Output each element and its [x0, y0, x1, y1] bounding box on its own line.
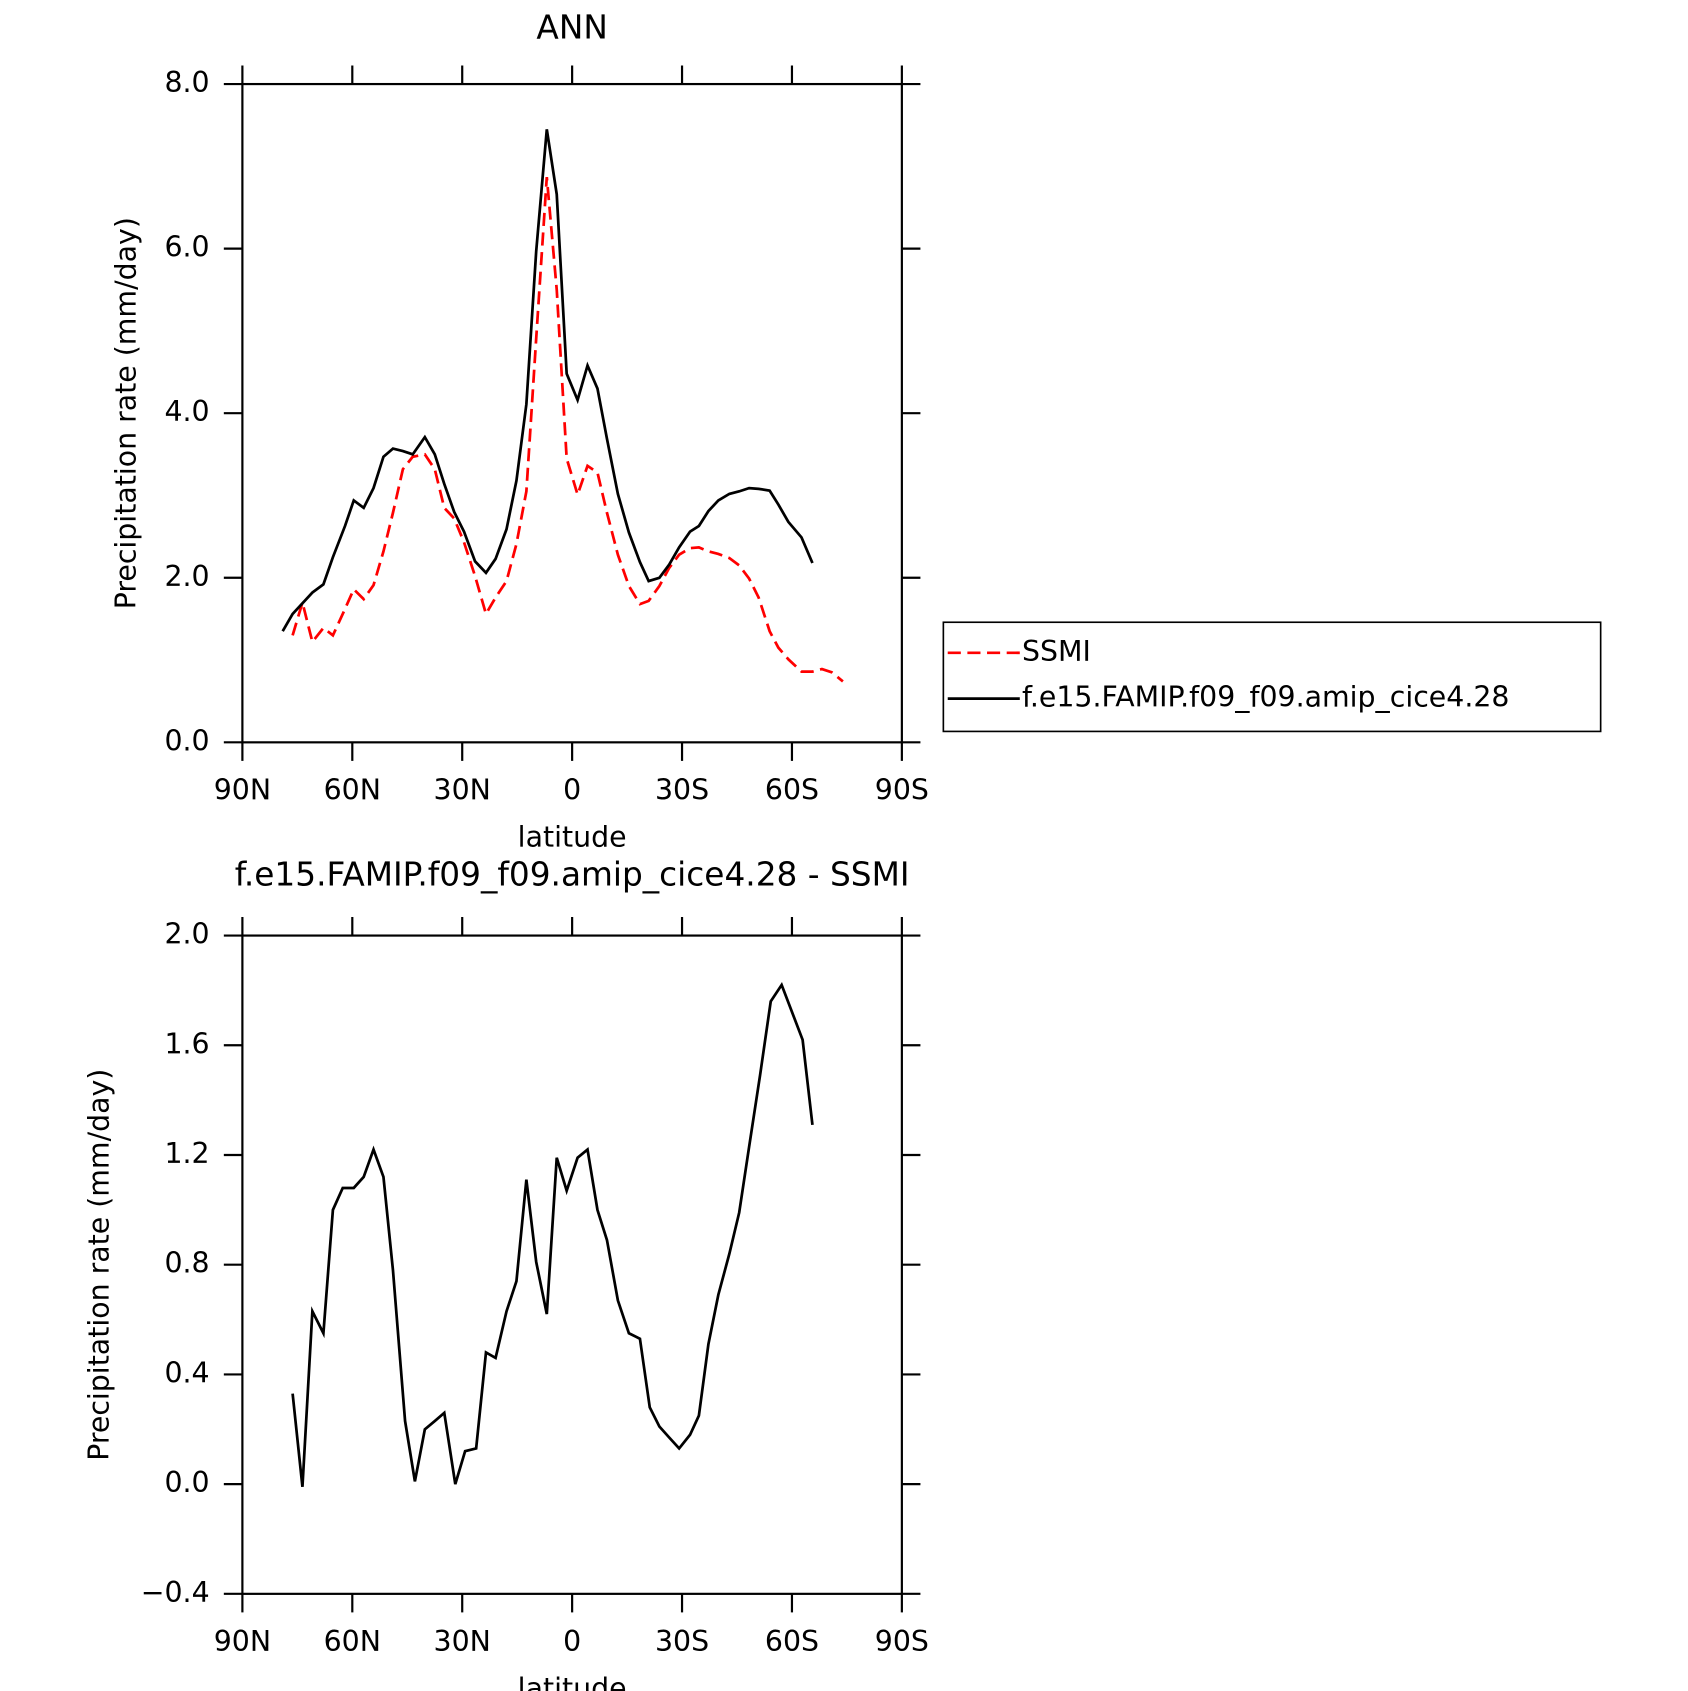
- data-line: [291, 981, 814, 1488]
- y-tick-label: 2.0: [164, 918, 209, 951]
- x-tick-label: 60S: [765, 773, 819, 806]
- y-axis-label: Precipitation rate (mm/day): [82, 1069, 115, 1461]
- x-tick-label: 0: [563, 1625, 581, 1658]
- data-line: [281, 129, 814, 632]
- legend-box: [942, 621, 1602, 733]
- x-tick-label: 0: [563, 773, 581, 806]
- chart-title: f.e15.FAMIP.f09_f09.amip_cice4.28 - SSMI: [235, 856, 910, 894]
- x-axis-label: latitude: [518, 820, 627, 853]
- data-line: [291, 176, 844, 683]
- y-tick-label: 2.0: [164, 560, 209, 593]
- legend-label: SSMI: [1022, 635, 1091, 668]
- x-tick-label: 60N: [324, 773, 381, 806]
- x-tick-label: 30N: [434, 1625, 491, 1658]
- x-tick-label: 90N: [214, 1625, 271, 1658]
- y-tick-label: 0.4: [164, 1356, 209, 1389]
- plot-frame: [241, 82, 903, 744]
- y-tick-label: 8.0: [164, 66, 209, 99]
- y-tick-label: 0.0: [164, 724, 209, 757]
- y-tick-label: 0.8: [164, 1247, 209, 1280]
- y-tick-label: 1.6: [164, 1027, 209, 1060]
- y-tick-label: 6.0: [164, 231, 209, 264]
- x-tick-label: 30S: [655, 1625, 709, 1658]
- x-axis-label: latitude: [518, 1672, 627, 1691]
- y-tick-label: −0.4: [141, 1576, 210, 1609]
- x-tick-label: 60N: [324, 1625, 381, 1658]
- x-tick-label: 30N: [434, 773, 491, 806]
- y-axis-label: Precipitation rate (mm/day): [110, 217, 143, 609]
- y-tick-label: 4.0: [164, 395, 209, 428]
- x-tick-label: 90N: [214, 773, 271, 806]
- chart-title: ANN: [536, 8, 607, 46]
- plot-frame: [241, 934, 903, 1595]
- y-tick-label: 0.0: [164, 1466, 209, 1499]
- legend-label: f.e15.FAMIP.f09_f09.amip_cice4.28: [1022, 681, 1509, 714]
- x-tick-label: 60S: [765, 1625, 819, 1658]
- x-tick-label: 90S: [875, 1625, 929, 1658]
- x-tick-label: 90S: [875, 773, 929, 806]
- x-tick-label: 30S: [655, 773, 709, 806]
- y-tick-label: 1.2: [164, 1137, 209, 1170]
